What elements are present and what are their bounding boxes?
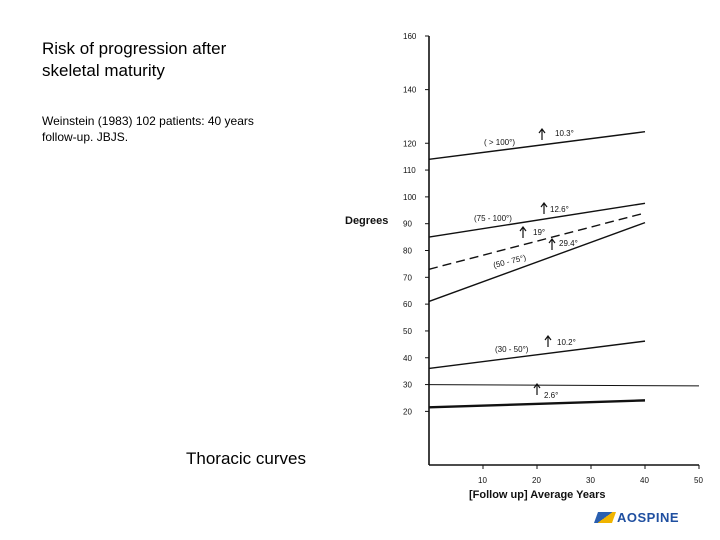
series-line — [428, 131, 646, 161]
x-tick-group: 10 20 30 40 50 — [478, 465, 703, 485]
citation-line1: Weinstein (1983) 102 patients: 40 years — [42, 114, 254, 128]
slide-title: Risk of progression after skeletal matur… — [42, 38, 322, 82]
y-tick-label: 160 — [403, 32, 417, 41]
up-arrow-icon — [538, 128, 546, 140]
citation-line2: follow-up. JBJS. — [42, 130, 129, 144]
y-tick-label: 20 — [403, 407, 412, 416]
y-tick-label: 30 — [403, 381, 412, 390]
y-tick-label: 70 — [403, 273, 412, 282]
series-gain-label: 10.3° — [555, 129, 574, 138]
x-tick-label: 50 — [694, 476, 703, 485]
citation: Weinstein (1983) 102 patients: 40 years … — [42, 113, 332, 145]
x-tick-label: 20 — [532, 476, 541, 485]
y-tick-label: 100 — [403, 193, 417, 202]
up-arrow-icon — [519, 226, 527, 238]
x-axis-title: [Follow up] Average Years — [469, 489, 606, 501]
aospine-logo: AOSPINE — [593, 510, 680, 525]
series-line — [428, 221, 646, 303]
series-label: ( > 100°) — [484, 138, 515, 147]
y-tick-label: 140 — [403, 86, 417, 95]
y-tick-label: 80 — [403, 247, 412, 256]
y-tick-label: 110 — [403, 166, 416, 175]
up-arrow-icon — [540, 202, 548, 214]
x-tick-label: 40 — [640, 476, 649, 485]
aospine-logo-icon — [593, 512, 617, 523]
series-label: (75 - 100°) — [474, 214, 512, 223]
y-tick-label: 90 — [403, 220, 412, 229]
series-gain-label: 12.6° — [550, 205, 569, 214]
y-tick-label: 60 — [403, 300, 412, 309]
series-label: (30 - 50°) — [495, 345, 529, 354]
y-tick-group: 20 30 40 50 60 70 80 90 100 110 120 140 160 — [403, 32, 429, 416]
series-gain-label: 29.4° — [559, 239, 578, 248]
y-tick-label: 120 — [403, 139, 417, 148]
x-tick-label: 10 — [478, 476, 487, 485]
slide-title-line1: Risk of progression after — [42, 39, 227, 58]
x-tick-label: 30 — [586, 476, 595, 485]
series-line — [428, 399, 646, 409]
series-line — [428, 212, 646, 270]
chart-caption: Thoracic curves — [186, 449, 306, 468]
y-tick-label: 40 — [403, 354, 412, 363]
series-gain-label: 2.6° — [544, 391, 558, 400]
series-line — [428, 384, 700, 387]
up-arrow-icon — [544, 335, 552, 347]
y-axis-title: Degrees — [345, 215, 388, 227]
annotation-group: ( > 100°)10.3°(75 - 100°)12.6°19°(50 - 7… — [474, 128, 578, 400]
series-line — [428, 202, 646, 238]
series-line — [428, 340, 646, 370]
up-arrow-icon — [548, 238, 556, 250]
up-arrow-icon — [533, 383, 541, 395]
slide-title-line2: skeletal maturity — [42, 61, 165, 80]
logo-text: AOSPINE — [617, 510, 680, 525]
series-group — [428, 131, 700, 409]
series-gain-label: 19° — [533, 228, 545, 237]
y-tick-label: 50 — [403, 327, 412, 336]
series-gain-label: 10.2° — [557, 338, 576, 347]
